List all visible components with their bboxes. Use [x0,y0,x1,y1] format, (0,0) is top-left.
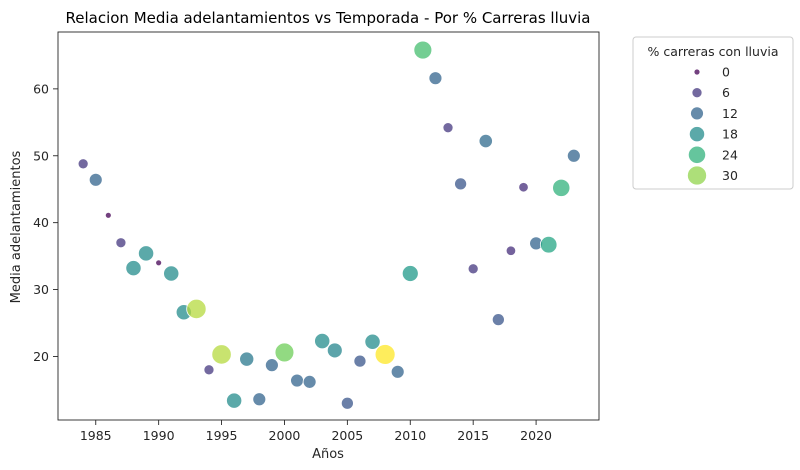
legend-marker [691,87,703,99]
data-point [274,342,295,363]
legend-label: 18 [722,127,738,142]
data-point [115,237,127,249]
y-axis-label: Media adelantamientos [9,150,24,303]
y-tick-label: 40 [33,215,49,230]
data-point [467,263,479,275]
y-tick-label: 60 [33,81,49,96]
legend-marker [688,126,706,143]
data-point [163,265,180,282]
legend-box [632,36,794,190]
data-point [505,245,517,256]
data-point [226,392,243,409]
data-point [364,333,381,350]
legend: % carreras con lluvia 0 6 12 18 24 30 [632,36,794,190]
legend-label: 6 [722,85,730,100]
legend-label: 0 [722,65,730,80]
y-tick-label: 30 [33,282,49,297]
x-axis: 1985 1990 1995 2000 2005 2010 2015 2020 [80,420,552,443]
x-axis-label: Años [312,447,344,462]
data-point [211,344,232,365]
legend-marker [693,68,701,76]
data-point [374,344,396,365]
data-point [186,298,207,320]
data-point [518,182,529,193]
data-point [428,71,443,86]
data-point [138,245,155,262]
legend-entries: 0 6 12 18 24 30 [687,65,738,186]
data-point [326,342,343,359]
data-point [442,122,454,134]
x-tick-label: 2000 [269,428,301,443]
data-point [314,333,331,350]
data-point [290,373,304,388]
data-point [125,260,142,277]
data-point [77,158,89,170]
data-point [88,172,103,187]
data-point [264,358,279,373]
data-point [104,211,112,219]
x-tick-label: 1985 [80,428,112,443]
legend-title: % carreras con lluvia [648,44,779,59]
data-point [353,354,367,368]
data-point [552,178,571,197]
y-tick-label: 50 [33,148,49,163]
x-tick-label: 1995 [206,428,238,443]
chart-title: Relacion Media adelantamientos vs Tempor… [66,9,591,27]
x-tick-label: 2020 [520,428,552,443]
legend-label: 24 [722,147,738,162]
data-point [478,133,493,149]
y-axis: 20 30 40 50 60 [33,81,58,364]
x-tick-label: 2010 [394,428,426,443]
data-point [566,148,581,163]
data-point [155,259,163,267]
data-point [302,374,317,389]
data-point [252,392,267,407]
data-point [390,364,405,379]
data-point [454,177,468,191]
plot-frame [57,31,600,421]
data-point [491,313,505,327]
x-tick-label: 2015 [457,428,489,443]
x-tick-label: 2005 [331,428,363,443]
plot-points [77,40,581,410]
legend-marker [687,165,707,186]
data-point [203,364,215,376]
x-tick-label: 1990 [143,428,175,443]
legend-marker [687,145,707,164]
legend-marker [690,106,704,121]
data-point [340,396,354,410]
data-point [413,40,433,60]
legend-label: 12 [722,106,738,121]
legend-label: 30 [722,168,738,183]
data-point [239,351,255,367]
data-point [401,265,419,282]
y-tick-label: 20 [33,349,49,364]
data-point [539,235,558,254]
